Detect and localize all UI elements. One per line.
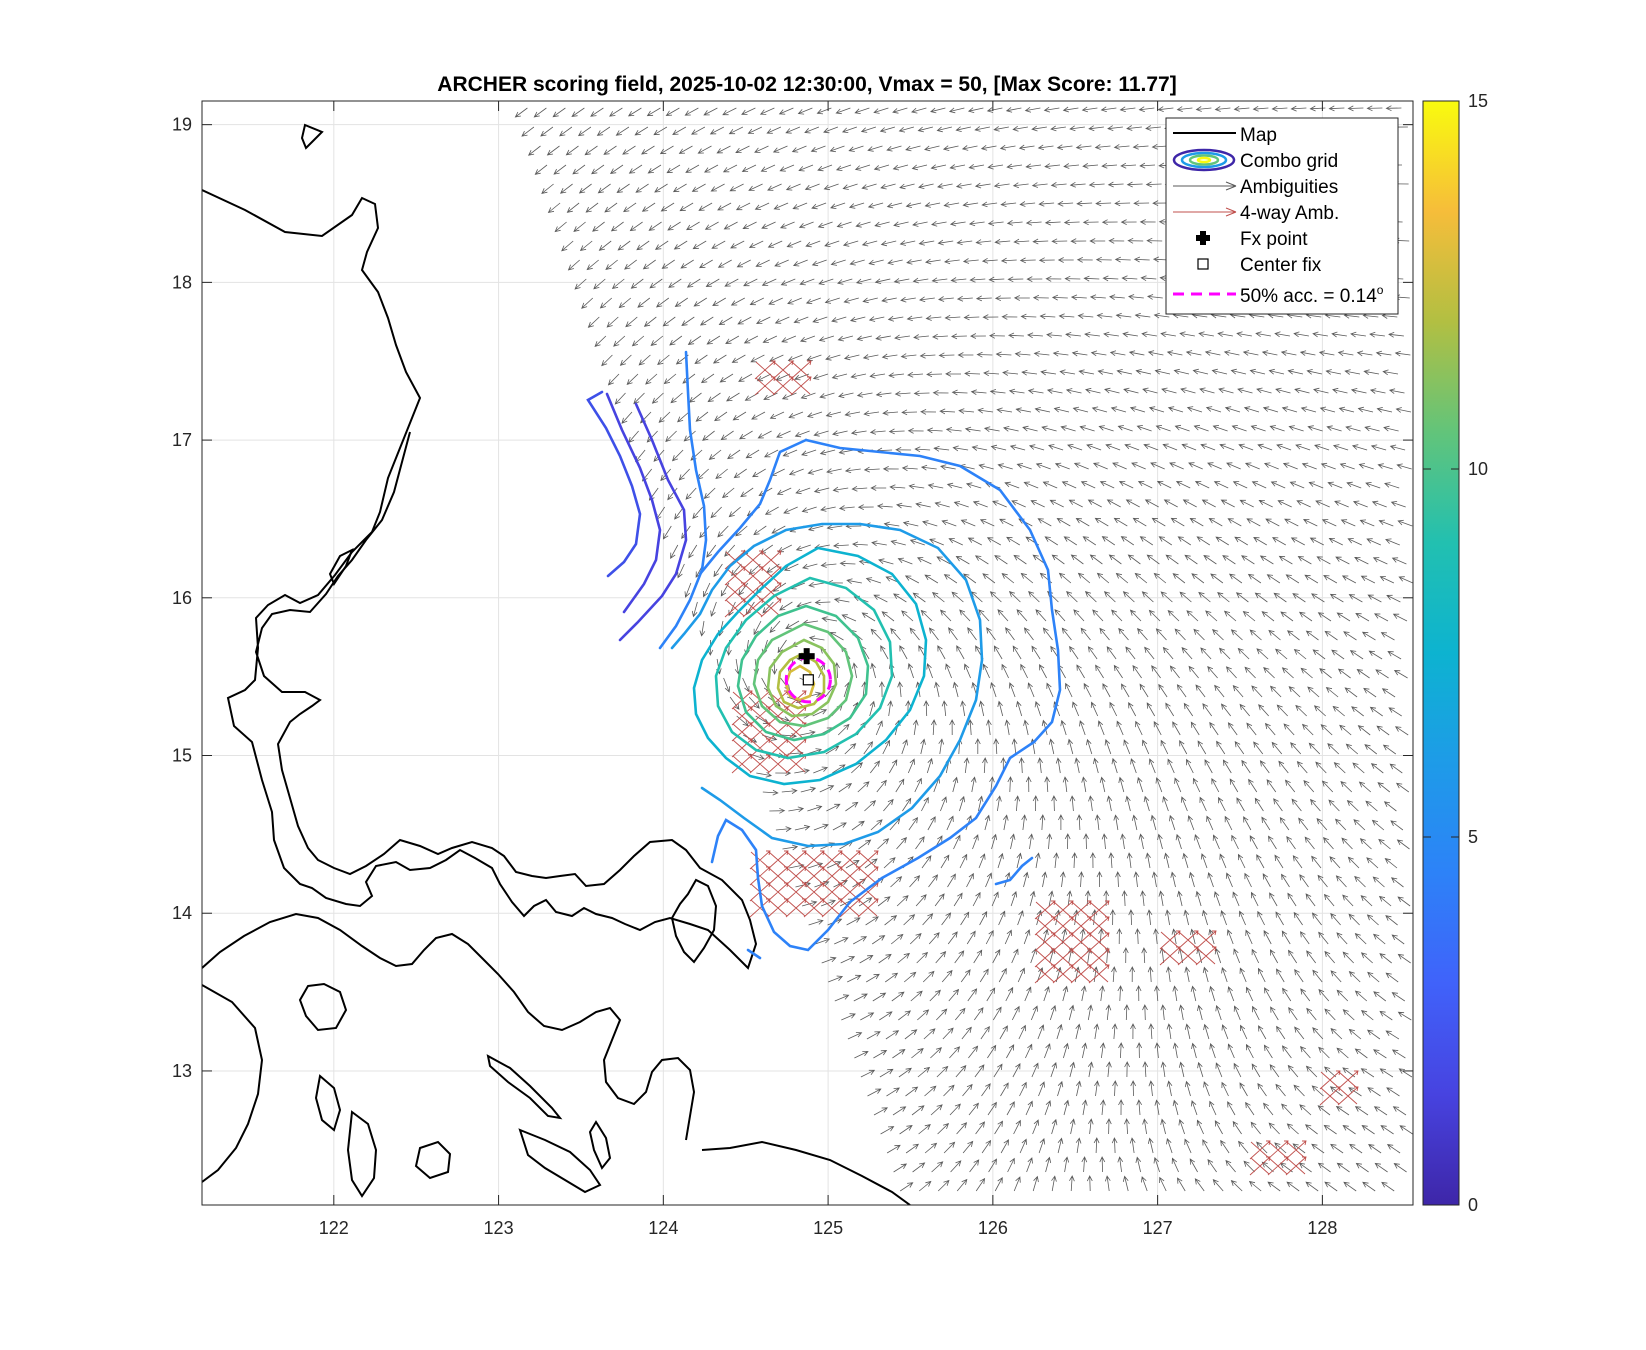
legend: Map Combo grid Ambiguities 4-way Amb. [1165,117,1399,315]
y-tick-label: 14 [172,903,192,923]
y-tick-label: 15 [172,746,192,766]
coastline-mindoro [202,984,264,1183]
colorbar-tick-label: 10 [1468,459,1488,479]
accuracy-label: 50% acc. = 0.14 [1240,286,1377,307]
legend-item-four-way: 4-way Amb. [1173,203,1339,224]
contour-level-6 [736,604,870,742]
legend-item-map: Map [1173,125,1277,146]
x-tick-label: 123 [484,1218,514,1238]
colorbar-gradient [1422,100,1460,1206]
red-arrow-icon [1173,207,1237,217]
x-axis-ticks: 122 123 124 125 126 127 128 [319,101,1337,1238]
x-tick-label: 122 [319,1218,349,1238]
center-fix-marker[interactable] [802,674,814,686]
coastline-isle-north [300,123,324,150]
x-tick-label: 125 [813,1218,843,1238]
black-plus-icon [1196,231,1210,245]
coastline-burias [486,1054,563,1120]
coastline-masbate [518,1128,602,1194]
x-tick-label: 124 [648,1218,678,1238]
contour-level-9 [776,652,826,710]
combo-grid-contours [586,350,1062,960]
colorbar-tick-label: 0 [1468,1195,1478,1215]
y-tick-label: 19 [172,115,192,135]
contour-ellipse-icon [1172,148,1236,172]
colorbar-ticks: 0 5 10 15 [1423,91,1488,1215]
fix-markers [784,648,832,704]
colorbar-tick-label: 5 [1468,827,1478,847]
contour-level-2b [710,438,1062,952]
legend-item-accuracy: 50% acc. = 0.14o [1173,283,1384,307]
legend-label: Fx point [1240,229,1308,250]
chart-title: ARCHER scoring field, 2025-10-02 12:30:0… [437,73,1176,96]
coastline-ticao [588,1120,612,1170]
x-tick-label: 126 [978,1218,1008,1238]
fx-point-marker[interactable] [798,648,815,665]
legend-label: Center fix [1240,255,1322,276]
coastline-polillo [328,547,354,587]
contour-level-1 [605,392,662,614]
degree-mark: o [1377,283,1384,297]
coastline-tablas [346,1110,378,1198]
coastline-southern-luzon [202,912,696,1141]
coastline-romblon [414,1140,452,1180]
coastline-bay [314,1074,342,1132]
legend-item-center-fix: Center fix [1197,255,1322,276]
legend-item-fx-point: Fx point [1196,229,1308,250]
legend-item-combo-grid: Combo grid [1172,148,1338,172]
colorbar-tick-label: 15 [1468,91,1488,111]
coastline-catanduanes [670,878,718,964]
contour-level-7 [752,622,854,728]
y-axis-ticks: 13 14 15 16 17 18 19 [172,115,1413,1081]
axes-frame [201,100,1414,1206]
y-tick-label: 13 [172,1061,192,1081]
contour-level-4 [692,546,928,786]
x-tick-label: 127 [1143,1218,1173,1238]
contour-level-8 [766,638,838,718]
colorbar: 0 5 10 15 [1422,91,1488,1215]
contour-level-1c [586,390,642,578]
contour-level-2d [994,856,1034,886]
legend-label: Ambiguities [1240,177,1338,198]
x-tick-label: 128 [1307,1218,1337,1238]
coastline-samar [701,1140,911,1205]
legend-label: Combo grid [1240,151,1338,172]
contour-level-2 [658,350,708,650]
ambiguity-vectors [514,105,1413,1192]
legend-label: Map [1240,125,1277,146]
ambiguity-arrows [514,105,1413,1192]
coastline-luzon [202,189,758,970]
coastlines [202,123,911,1205]
legend-label: 4-way Amb. [1240,203,1339,224]
coastline-marinduque [298,982,348,1032]
gray-arrow-icon [1173,181,1237,191]
contour-level-2c [698,438,808,576]
contour-level-3 [700,522,984,848]
y-tick-label: 17 [172,430,192,450]
legend-label: 50% acc. = 0.14o [1240,283,1384,307]
open-square-icon [1197,258,1209,270]
contour-level-1b [618,402,688,642]
y-tick-label: 16 [172,588,192,608]
contour-level-5 [714,576,894,760]
contour-level-2e [746,948,762,960]
legend-item-ambiguities: Ambiguities [1173,177,1338,198]
contour-level-3b [670,522,862,650]
y-tick-label: 18 [172,272,192,292]
